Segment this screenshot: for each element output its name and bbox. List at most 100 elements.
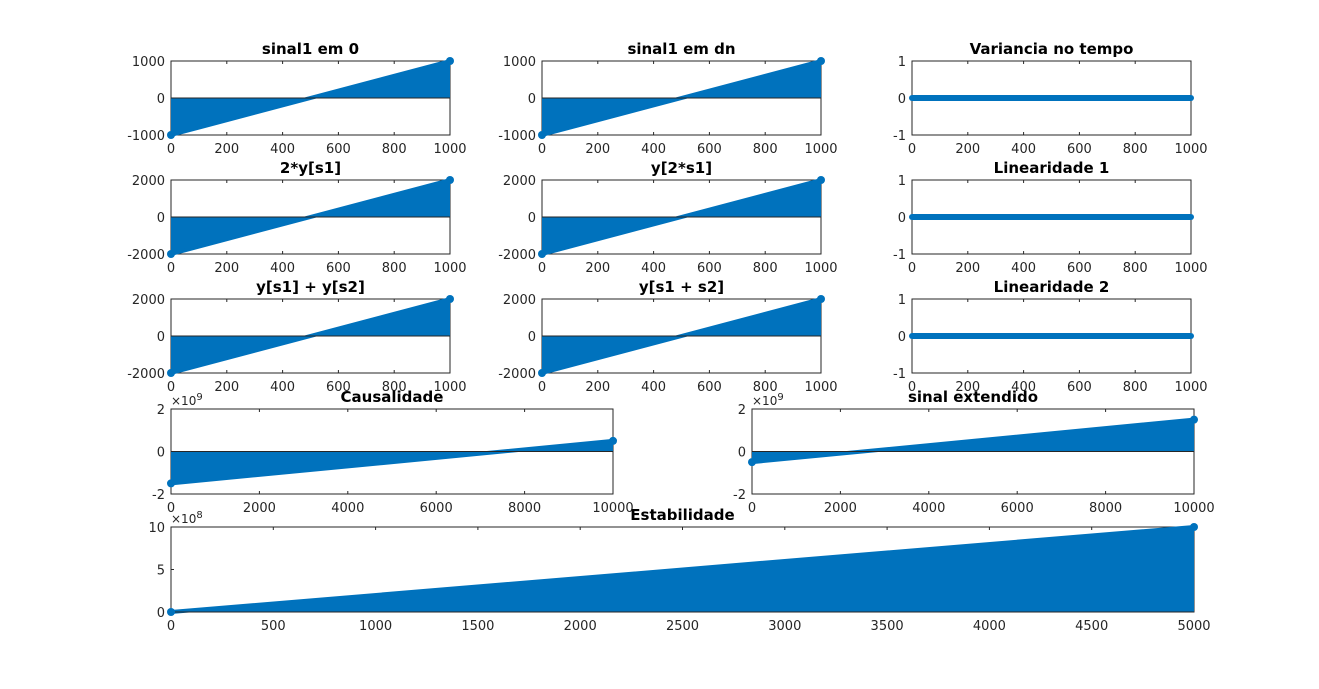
x-tick-label: 8000: [508, 501, 541, 516]
y-tick-label: -2000: [127, 248, 165, 263]
x-tick-label: 6000: [1001, 501, 1034, 516]
x-tick-label: 800: [753, 380, 778, 395]
x-tick-label: 600: [326, 380, 351, 395]
series-marker-end: [817, 57, 825, 65]
x-tick-label: 200: [214, 261, 239, 276]
y-tick-label: -2000: [498, 248, 536, 263]
x-tick-label: 10000: [592, 501, 633, 516]
x-tick-label: 6000: [420, 501, 453, 516]
x-tick-label: 800: [1123, 261, 1148, 276]
x-tick-label: 800: [753, 261, 778, 276]
y-tick-label: 1000: [503, 55, 536, 70]
series-marker-start: [167, 479, 175, 488]
y-tick-label: 0: [898, 92, 906, 107]
series-marker-start: [167, 608, 175, 616]
series-markers: [169, 438, 615, 486]
x-tick-label: 2000: [243, 501, 276, 516]
subplot-title: Linearidade 2: [994, 278, 1110, 296]
x-tick-label: 600: [697, 261, 722, 276]
x-tick-label: 1000: [433, 142, 466, 157]
x-tick-label: 400: [641, 142, 666, 157]
x-tick-label: 400: [641, 380, 666, 395]
x-tick-label: 600: [1067, 142, 1092, 157]
x-tick-label: 800: [382, 142, 407, 157]
y-tick-label: 0: [157, 446, 165, 461]
y-tick-label: -1: [893, 129, 906, 144]
y-tick-label: -2: [152, 488, 165, 503]
subplot-title: sinal1 em dn: [627, 40, 735, 58]
x-tick-label: 200: [585, 380, 610, 395]
x-tick-label: 400: [270, 261, 295, 276]
x-tick-label: 200: [955, 261, 980, 276]
x-tick-label: 600: [1067, 261, 1092, 276]
subplot-title: y[s1 + s2]: [639, 278, 724, 296]
x-tick-label: 0: [167, 501, 175, 516]
x-tick-label: 2000: [564, 619, 597, 634]
x-tick-label: 3500: [871, 619, 904, 634]
x-tick-label: 10000: [1173, 501, 1214, 516]
x-tick-label: 500: [261, 619, 286, 634]
x-tick-label: 2500: [666, 619, 699, 634]
x-tick-label: 800: [753, 142, 778, 157]
x-tick-label: 1000: [359, 619, 392, 634]
subplot-12: 0 500 1000 1500 2000 2500 3000 3500 4000 4500 5000…: [148, 506, 1210, 634]
series-marker-end: [1190, 523, 1198, 531]
y-tick-label: 2000: [503, 174, 536, 189]
y-tick-label: 2000: [132, 174, 165, 189]
subplot-title: y[2*s1]: [651, 159, 712, 177]
x-tick-label: 400: [1011, 261, 1036, 276]
y-tick-label: 0: [157, 606, 165, 621]
x-tick-label: 4000: [973, 619, 1006, 634]
y-tick-label: -2000: [498, 367, 536, 382]
x-tick-label: 600: [1067, 380, 1092, 395]
x-tick-label: 600: [697, 380, 722, 395]
y-tick-label: 0: [898, 330, 906, 345]
x-tick-label: 1000: [1174, 380, 1207, 395]
x-tick-label: 200: [214, 142, 239, 157]
x-tick-label: 3000: [768, 619, 801, 634]
y-tick-label: 0: [738, 446, 746, 461]
y-exponent-label: ×109: [171, 392, 203, 408]
x-tick-label: 800: [382, 380, 407, 395]
series-marker-start: [538, 250, 546, 258]
subplot-title: Causalidade: [341, 388, 444, 406]
x-tick-label: 0: [908, 261, 916, 276]
y-tick-label: -2: [733, 488, 746, 503]
series-markers: [750, 417, 1196, 465]
x-tick-label: 1000: [804, 261, 837, 276]
x-tick-label: 0: [908, 142, 916, 157]
x-tick-label: 0: [167, 142, 175, 157]
y-tick-label: 2000: [132, 293, 165, 308]
x-tick-label: 400: [270, 380, 295, 395]
series-marker-start: [538, 131, 546, 139]
x-tick-label: 0: [538, 261, 546, 276]
x-tick-label: 0: [167, 261, 175, 276]
y-tick-label: 0: [157, 92, 165, 107]
y-tick-label: 10: [148, 521, 165, 536]
series-marker-start: [167, 250, 175, 258]
x-tick-label: 8000: [1089, 501, 1122, 516]
x-tick-label: 400: [1011, 380, 1036, 395]
x-tick-label: 1500: [461, 619, 494, 634]
x-tick-label: 800: [1123, 380, 1148, 395]
x-tick-label: 800: [1123, 142, 1148, 157]
series-marker-end: [817, 176, 825, 184]
x-tick-label: 200: [955, 380, 980, 395]
subplot-title: Variancia no tempo: [970, 40, 1134, 58]
x-tick-label: 200: [214, 380, 239, 395]
y-tick-label: 0: [528, 211, 536, 226]
y-tick-label: 0: [157, 211, 165, 226]
y-tick-label: 0: [898, 211, 906, 226]
x-tick-label: 800: [382, 261, 407, 276]
series-marker-end: [446, 176, 454, 184]
series-marker-start: [748, 458, 756, 467]
x-tick-label: 0: [908, 380, 916, 395]
subplot-title: 2*y[s1]: [280, 159, 341, 177]
y-tick-label: 0: [528, 92, 536, 107]
